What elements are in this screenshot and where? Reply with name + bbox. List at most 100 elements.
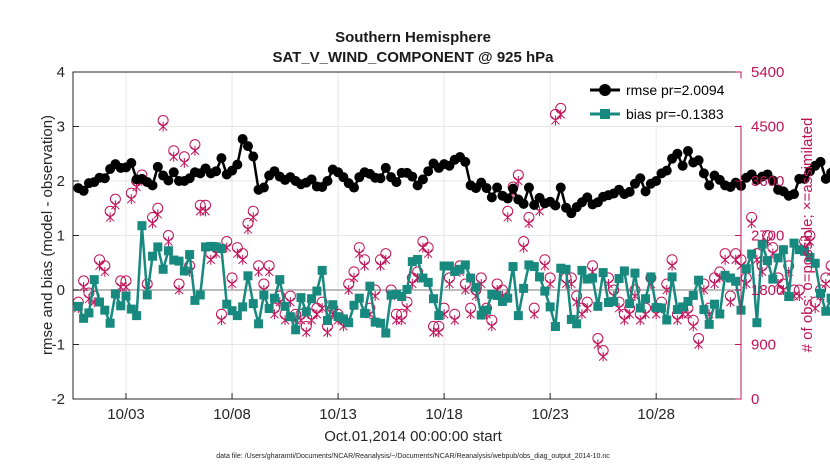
bias-point (540, 286, 550, 296)
y-tick-label: 1 (57, 228, 65, 245)
bias-point (137, 221, 147, 231)
bias-point (704, 319, 714, 329)
bias-point (619, 266, 629, 276)
bias-point (121, 291, 131, 301)
y-axis-left: -2 -1 0 1 2 3 4 (52, 64, 79, 408)
bias-point (635, 303, 645, 313)
obs-possible-point (825, 260, 830, 272)
bias-point (810, 258, 820, 268)
bias-point (805, 252, 815, 262)
obs-assimilated-point (307, 315, 316, 326)
rmse-point (555, 182, 566, 193)
obs-assimilated-point (620, 315, 629, 326)
bias-point (386, 290, 396, 300)
rmse-point (163, 175, 174, 186)
obs-assimilated-point (710, 278, 719, 289)
obs-assimilated-point (519, 242, 528, 253)
bias-point (794, 245, 804, 255)
bias-point (370, 317, 380, 327)
obs-assimilated-point (487, 321, 497, 332)
bias-point (110, 289, 120, 299)
bias-point (471, 282, 481, 292)
bias-point (344, 318, 354, 328)
rmse-point (624, 186, 635, 197)
obs-assimilated-point (344, 285, 354, 295)
obs-assimilated-point (179, 157, 189, 168)
rmse-point (704, 180, 715, 191)
bias-point (227, 306, 237, 316)
obs-assimilated-point (376, 260, 385, 271)
obs-assimilated-point (540, 260, 550, 271)
x-tick-label: 10/03 (107, 406, 145, 423)
y2-axis-label: # of obs: o=possible; ×=assimilated (799, 118, 816, 353)
rmse-point (529, 199, 540, 210)
rmse-point (767, 175, 778, 186)
bias-point (731, 276, 741, 286)
bias-point (148, 251, 158, 261)
bias-point (816, 288, 826, 298)
bias-point (243, 271, 253, 281)
bias-point (513, 311, 523, 321)
bias-point (84, 308, 94, 318)
obs-assimilated-point (254, 266, 263, 277)
obs-assimilated-point (683, 309, 693, 320)
obs-assimilated-point (79, 281, 88, 292)
bias-point (561, 264, 571, 274)
rmse-point (423, 166, 434, 177)
bias-point (741, 264, 751, 274)
obs-assimilated-point (667, 260, 677, 271)
x-tick-label: 10/13 (319, 406, 357, 423)
bias-point (338, 314, 348, 324)
rmse-point (460, 156, 471, 167)
bias-point (466, 273, 476, 283)
bias-point (264, 304, 274, 314)
bias-point (593, 301, 603, 311)
bias-point (132, 311, 142, 321)
bias-point (201, 242, 211, 252)
rmse-point (693, 155, 704, 166)
x-tick-label: 10/28 (637, 406, 675, 423)
bias-point (667, 272, 677, 282)
bias-point (116, 301, 126, 311)
legend: rmse pr=2.0094 bias pr=-0.1383 (582, 78, 742, 126)
rmse-point (635, 173, 646, 184)
legend-bias-marker (600, 109, 610, 119)
obs-assimilated-point (556, 109, 566, 120)
bias-point (349, 300, 359, 310)
obs-assimilated-point (731, 254, 741, 265)
rmse-point (147, 180, 158, 191)
bias-point (248, 299, 258, 309)
bias-point (476, 310, 486, 320)
obs-assimilated-point (445, 278, 454, 289)
obs-assimilated-point (460, 285, 470, 295)
rmse-point (417, 174, 428, 185)
rmse-point (789, 189, 800, 200)
rmse-point (481, 183, 492, 194)
bias-point (407, 257, 417, 267)
bias-point (444, 261, 454, 271)
bias-point (503, 293, 513, 303)
rmse-point (492, 182, 503, 193)
obs-assimilated-point (354, 248, 364, 259)
bias-point (662, 315, 672, 325)
rmse-point (126, 158, 137, 169)
obs-assimilated-point (726, 297, 735, 308)
y-tick-label: 2 (57, 173, 65, 190)
bias-point (524, 260, 534, 270)
rmse-point (380, 162, 391, 173)
obs-assimilated-point (349, 272, 359, 283)
obs-assimilated-point (826, 267, 830, 277)
data-file-footer: data file: /Users/gharamti/Documents/NCA… (216, 453, 610, 460)
bias-point (328, 300, 338, 310)
bias-point (482, 305, 492, 315)
rmse-point (508, 183, 519, 194)
obs-assimilated-point (111, 200, 120, 211)
obs-assimilated-point (301, 327, 311, 338)
bias-point (826, 293, 830, 303)
bias-point (169, 255, 179, 265)
rmse-point (582, 192, 593, 203)
bias-point (603, 298, 613, 308)
bias-point (391, 289, 401, 299)
bias-point (275, 275, 285, 285)
bias-point (105, 318, 115, 328)
